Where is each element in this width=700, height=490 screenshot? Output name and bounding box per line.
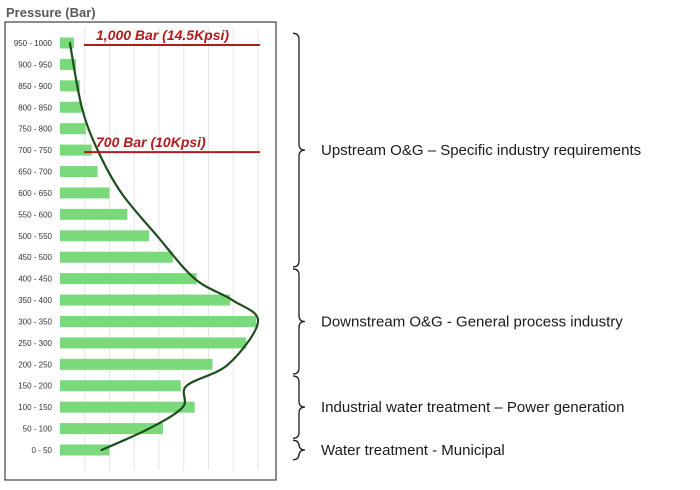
distribution-curve	[68, 41, 260, 452]
category-tick-labels: 0 - 50 50 - 100 100 - 150 150 - 200 200 - 25…	[14, 39, 53, 455]
tick-label: 50 - 100	[23, 425, 53, 434]
bar	[60, 273, 197, 285]
segment-brace	[292, 375, 306, 439]
tick-label: 250 - 300	[18, 339, 52, 348]
plot-frame	[4, 21, 277, 481]
bar	[60, 230, 150, 242]
tick-label: 600 - 650	[18, 189, 52, 198]
threshold-label: 1,000 Bar (14.5Kpsi)	[96, 27, 229, 43]
threshold-label: 700 Bar (10Kpsi)	[96, 134, 206, 150]
segment-brace	[292, 32, 306, 268]
bar	[60, 101, 82, 113]
bar	[60, 123, 86, 135]
segment-label: Water treatment - Municipal	[321, 442, 505, 459]
bar	[60, 80, 80, 92]
tick-label: 350 - 400	[18, 296, 52, 305]
bar	[60, 144, 92, 156]
bar	[60, 337, 247, 349]
bar	[60, 444, 110, 456]
bar	[60, 315, 257, 327]
tick-label: 900 - 950	[18, 60, 52, 69]
segment-brace	[292, 268, 306, 375]
tick-label: 450 - 500	[18, 253, 52, 262]
bar	[60, 294, 231, 306]
tick-label: 300 - 350	[18, 317, 52, 326]
tick-label: 800 - 850	[18, 103, 52, 112]
segment-label: Industrial water treatment – Power gener…	[321, 399, 625, 416]
tick-label: 500 - 550	[18, 232, 52, 241]
bar	[60, 358, 213, 370]
tick-label: 850 - 900	[18, 82, 52, 91]
segment-label: Downstream O&G - General process industr…	[321, 313, 623, 330]
tick-label: 400 - 450	[18, 275, 52, 284]
tick-label: 650 - 700	[18, 168, 52, 177]
bar	[60, 166, 98, 178]
bar	[60, 401, 195, 413]
bar	[60, 251, 173, 263]
tick-label: 750 - 800	[18, 125, 52, 134]
tick-label: 950 - 1000	[14, 39, 53, 48]
tick-label: 550 - 600	[18, 210, 52, 219]
segment-label: Upstream O&G – Specific industry require…	[321, 142, 641, 159]
bar	[60, 187, 110, 199]
tick-label: 0 - 50	[32, 446, 53, 455]
tick-label: 700 - 750	[18, 146, 52, 155]
curve-line	[68, 41, 260, 452]
bar	[60, 423, 163, 435]
segment-annotations: Upstream O&G – Specific industry require…	[292, 32, 641, 461]
tick-label: 200 - 250	[18, 360, 52, 369]
bar	[60, 380, 181, 392]
segment-brace	[292, 439, 306, 461]
tick-label: 150 - 200	[18, 382, 52, 391]
tick-label: 100 - 150	[18, 403, 52, 412]
bars	[60, 37, 257, 456]
axis-title: Pressure (Bar)	[6, 5, 96, 20]
bar	[60, 208, 128, 220]
bar	[60, 58, 76, 70]
threshold-markers: 1,000 Bar (14.5Kpsi) 700 Bar (10Kpsi)	[84, 27, 260, 154]
bar	[60, 37, 74, 49]
